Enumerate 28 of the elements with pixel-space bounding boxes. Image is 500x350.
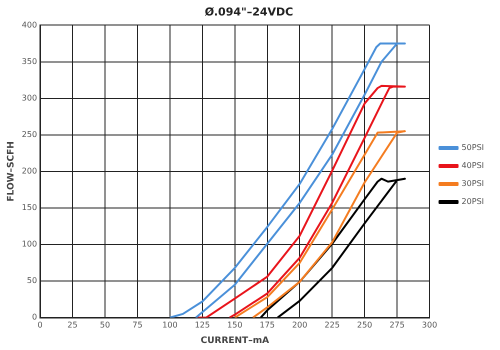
x-tick-label: 100 (162, 320, 178, 330)
x-tick-label: 175 (260, 320, 275, 330)
y-tick-label: 350 (22, 56, 38, 66)
x-tick-label: 25 (67, 320, 78, 330)
x-tick-label: 125 (194, 320, 210, 330)
y-tick-label: 50 (26, 276, 38, 286)
x-tick-label: 275 (389, 320, 405, 330)
legend-label: 40PSI (462, 161, 484, 170)
y-tick-label: 0 (32, 312, 38, 322)
y-tick-label: 250 (22, 130, 38, 139)
legend-label: 50PSI (462, 143, 484, 152)
y-axis-title: FLOW–SCFH (6, 141, 17, 202)
y-tick-label: 150 (22, 203, 38, 212)
x-tick-label: 50 (100, 320, 110, 330)
x-tick-label: 75 (132, 320, 143, 330)
y-tick-label: 100 (22, 240, 38, 249)
legend-label: 20PSI (462, 197, 484, 206)
y-tick-label: 300 (22, 93, 38, 102)
x-tick-label: 300 (422, 320, 438, 330)
x-tick-label: 150 (227, 320, 242, 330)
legend-label: 30PSI (462, 179, 484, 188)
x-tick-label: 225 (324, 320, 340, 330)
y-tick-label: 400 (22, 20, 38, 30)
x-tick-label: 200 (292, 320, 308, 330)
x-tick-label: 250 (357, 320, 372, 330)
chart-title: Ø.094"–24VDC (204, 5, 294, 18)
x-axis-title: CURRENT–mA (200, 336, 270, 346)
y-tick-label: 200 (22, 166, 38, 176)
